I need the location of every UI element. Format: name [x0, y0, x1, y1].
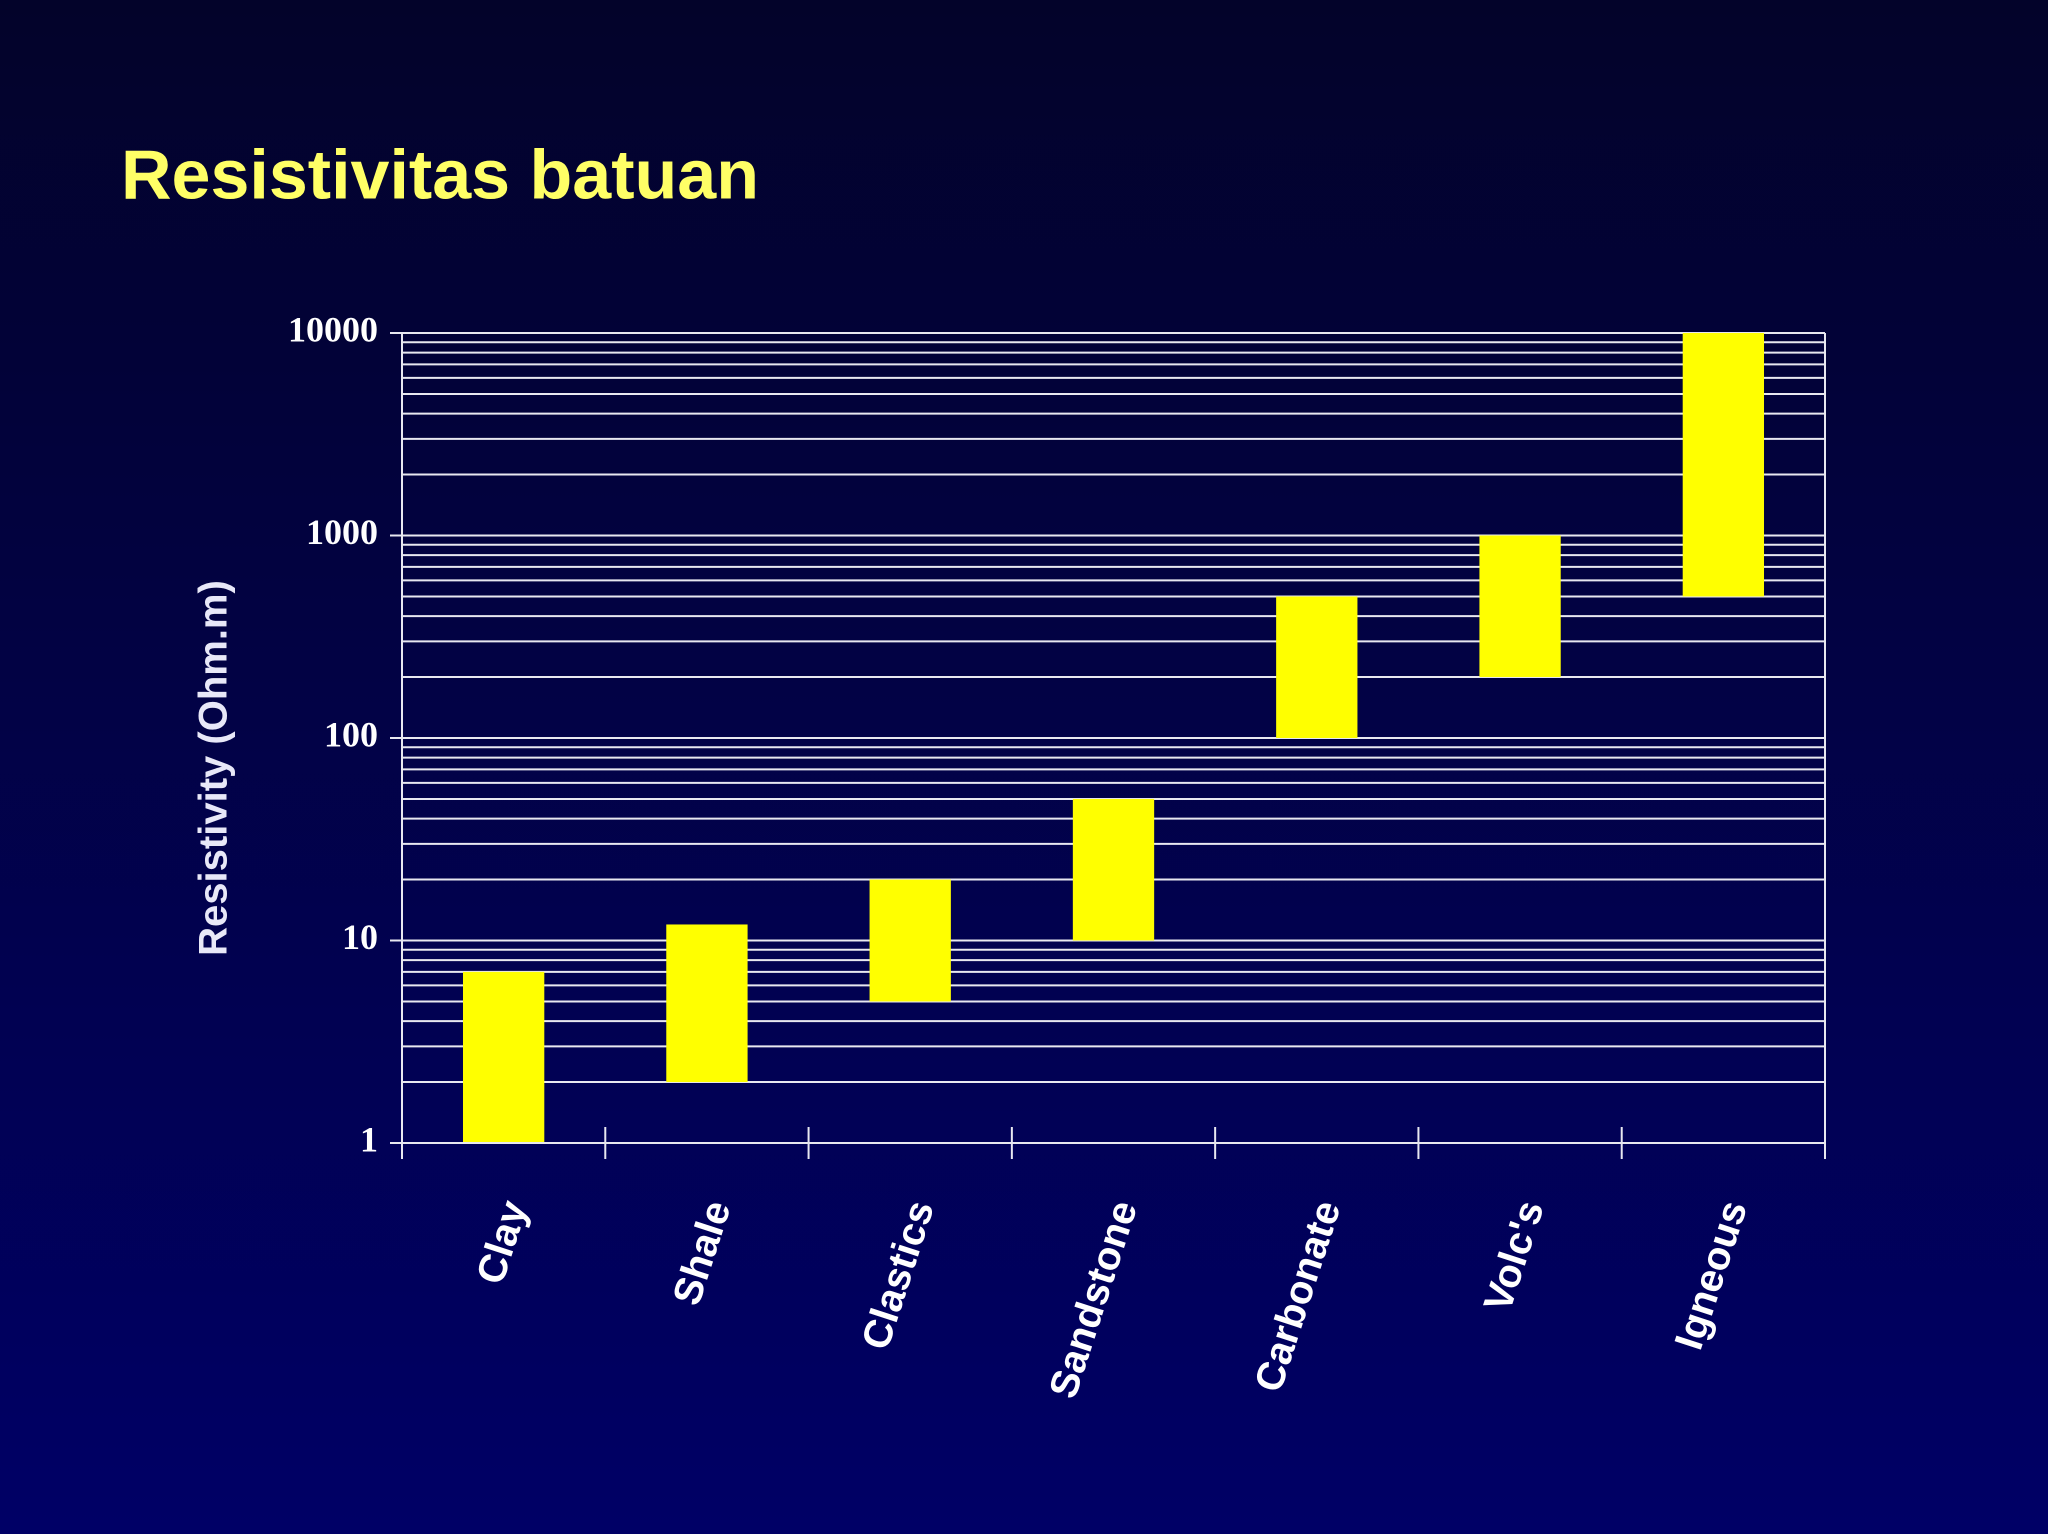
bar [1682, 333, 1765, 597]
y-tick-label: 1 [360, 1119, 378, 1159]
y-tick-label: 10 [342, 917, 378, 957]
bar [1072, 798, 1155, 941]
y-tick-label: 1000 [306, 512, 378, 552]
y-tick-label: 10000 [288, 309, 378, 349]
y-tick-label: 100 [324, 714, 378, 754]
chart-title: Resistivitas batuan [121, 135, 759, 213]
bar [869, 879, 951, 1002]
bar [462, 971, 545, 1143]
y-axis-label: Resistivity (Ohm.m) [192, 580, 236, 956]
bar [666, 924, 748, 1083]
bar [1276, 596, 1358, 738]
bar [1479, 535, 1561, 678]
